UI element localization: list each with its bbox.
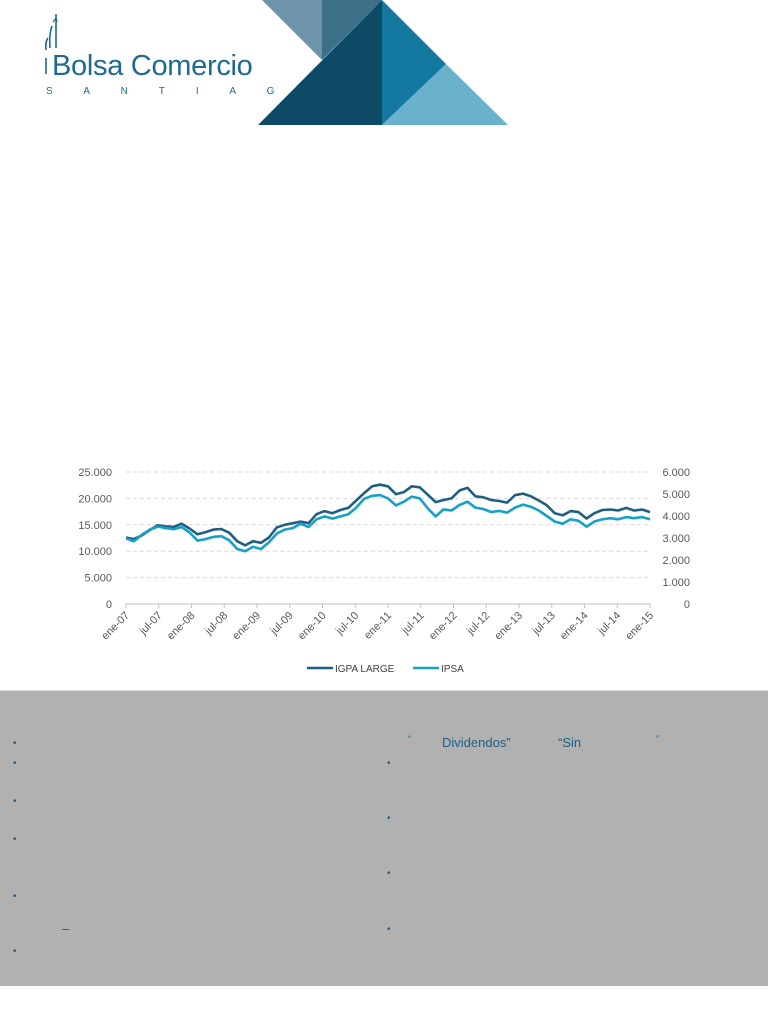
series-line-igpa-large — [125, 483, 651, 547]
x-tick-label: jul-12 — [464, 610, 492, 638]
y-left-tick-label: 10.000 — [78, 546, 112, 558]
x-tick-label: jul-07 — [137, 610, 165, 638]
triangle-mid — [382, 0, 446, 125]
bullet-right-2: • — [387, 813, 391, 824]
y-left-tick-label: 25.000 — [78, 467, 112, 479]
chart-legend: IGPA LARGE IPSA — [307, 664, 464, 675]
y-right-tick-label: 3.000 — [662, 533, 690, 545]
triangle-slate-top — [322, 0, 382, 60]
bolsa-logo: Bolsa Comercio S A N T I A G O — [40, 12, 313, 97]
x-tick-label: ene-11 — [362, 610, 394, 642]
y-left-tick-label: 5.000 — [84, 573, 112, 585]
dash-text: – — [62, 921, 70, 936]
x-tick-label: ene-08 — [165, 610, 198, 643]
bullet-left-3: • — [13, 796, 17, 807]
bullet-left-6: • — [13, 946, 17, 957]
bolsa-tower-icon — [44, 14, 58, 74]
notes-panel: • • • • • – • “ Dividendos” “Sin ” • • •… — [0, 690, 768, 986]
y-right-tick-label: 4.000 — [662, 511, 690, 523]
sin-text: “Sin — [558, 735, 582, 750]
x-tick-label: jul-14 — [595, 610, 623, 638]
bullet-right-3: • — [387, 868, 391, 879]
bullet-right-4: • — [387, 924, 391, 935]
y-right-tick-label: 5.000 — [662, 489, 690, 501]
triangle-dark-main — [258, 0, 382, 125]
x-tick-label: jul-10 — [333, 610, 361, 638]
panel-top-line — [0, 690, 768, 691]
chart-axes: 0 5.000 10.000 15.000 20.000 25.000 0 1.000 2.00… — [78, 467, 690, 642]
legend-label: IPSA — [441, 664, 464, 675]
quote-close: ” — [656, 734, 659, 744]
x-tick-label: ene-10 — [296, 610, 329, 643]
y-left-tick-label: 0 — [106, 599, 112, 611]
brand-name: Bolsa Comercio — [52, 50, 253, 82]
legend-label: IGPA LARGE — [335, 664, 395, 675]
x-tick-label: jul-13 — [530, 610, 558, 638]
brand-subtitle: S A N T I A G O — [46, 86, 328, 97]
chart-series — [125, 483, 651, 553]
y-left-tick-label: 15.000 — [78, 520, 112, 532]
series-line-ipsa — [125, 493, 651, 553]
dividendos-text: Dividendos” — [442, 735, 511, 750]
quote-open: “ — [408, 734, 411, 744]
igpa-ipsa-chart: 0 5.000 10.000 15.000 20.000 25.000 0 1.000 2.00… — [60, 455, 710, 685]
x-tick-label: ene-07 — [99, 610, 132, 643]
chart-svg: 0 5.000 10.000 15.000 20.000 25.000 0 1.000 2.00… — [78, 467, 690, 675]
y-right-tick-label: 1.000 — [662, 577, 690, 589]
triangle-light — [382, 64, 508, 125]
bullet-left-1: • — [13, 738, 17, 749]
bullet-left-5: • — [13, 891, 17, 902]
bullet-right-1: • — [387, 758, 391, 769]
x-tick-label: jul-11 — [399, 610, 427, 638]
bullet-left-2: • — [13, 758, 17, 769]
x-tick-label: ene-13 — [492, 610, 525, 643]
x-tick-label: jul-08 — [202, 610, 230, 638]
triangle-slate-left — [262, 0, 322, 60]
x-tick-label: ene-15 — [623, 610, 656, 643]
y-right-tick-label: 2.000 — [662, 555, 690, 567]
x-tick-label: ene-12 — [427, 610, 460, 643]
y-right-tick-label: 0 — [684, 599, 690, 611]
bullet-left-4: • — [13, 834, 17, 845]
y-right-tick-label: 6.000 — [662, 467, 690, 479]
y-left-tick-label: 20.000 — [78, 493, 112, 505]
x-tick-label: ene-14 — [558, 610, 591, 643]
x-tick-label: jul-09 — [268, 610, 296, 638]
brand-triangles — [258, 0, 508, 125]
x-tick-label: ene-09 — [230, 610, 263, 643]
